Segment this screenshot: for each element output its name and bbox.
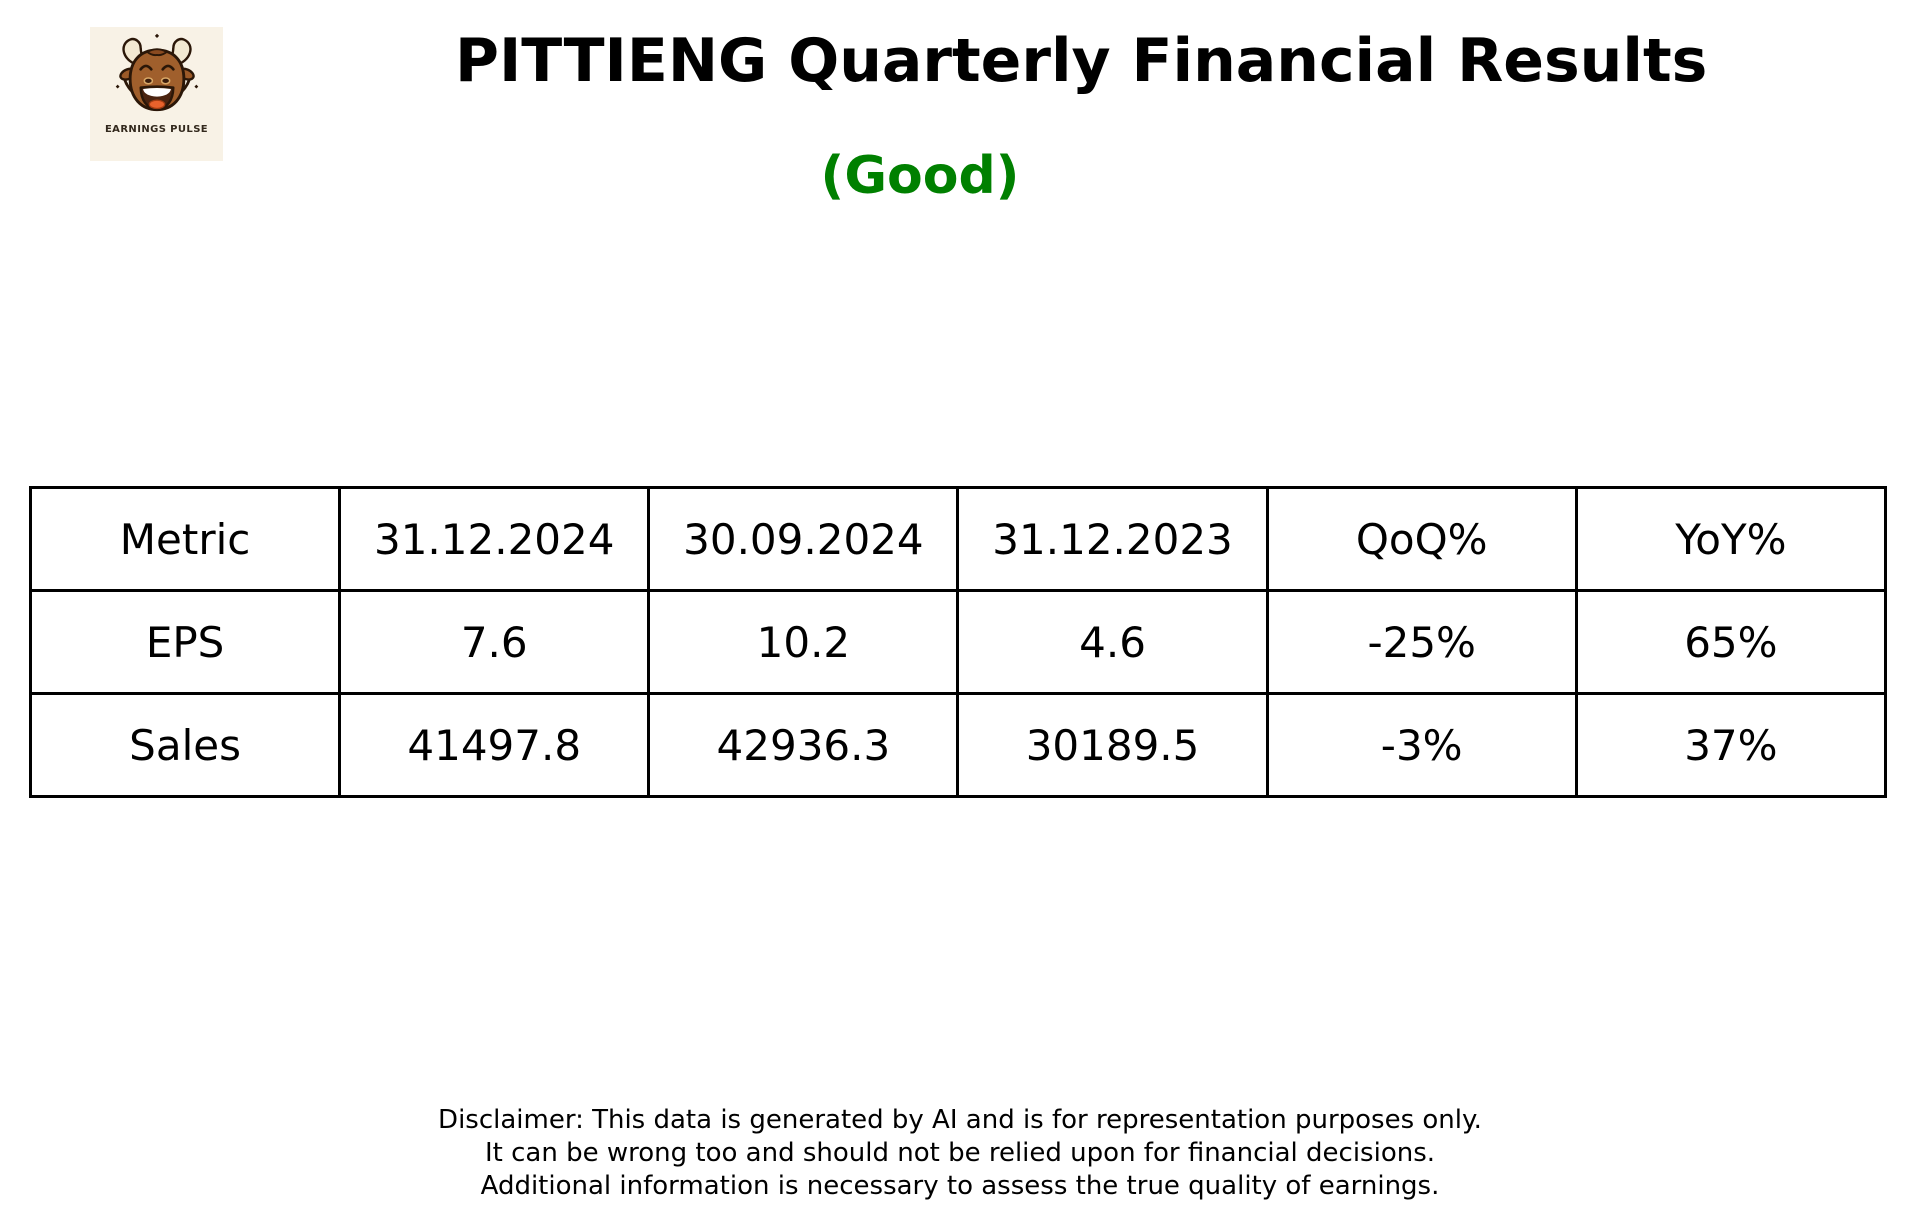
bull-icon bbox=[107, 27, 207, 125]
col-header-31-12-2023: 31.12.2023 bbox=[956, 486, 1269, 592]
col-header-30-09-2024: 30.09.2024 bbox=[647, 486, 960, 592]
col-header-metric: Metric bbox=[28, 486, 342, 592]
disclaimer-line-2: It can be wrong too and should not be re… bbox=[484, 1138, 1436, 1168]
earnings-pulse-logo: EARNINGS PULSE bbox=[90, 27, 223, 161]
col-header-yoy: YoY% bbox=[1574, 486, 1888, 592]
eps-yoy-cell: 65% bbox=[1574, 589, 1888, 695]
eps-q4-2024-cell: 7.6 bbox=[338, 589, 651, 695]
disclaimer-line-3: Additional information is necessary to a… bbox=[480, 1171, 1440, 1201]
quarterly-results-table: Metric 31.12.2024 30.09.2024 31.12.2023 … bbox=[28, 486, 1888, 798]
sales-yoy-cell: 37% bbox=[1574, 692, 1888, 798]
disclaimer-line-1: Disclaimer: This data is generated by AI… bbox=[438, 1105, 1482, 1135]
table-header-row: Metric 31.12.2024 30.09.2024 31.12.2023 … bbox=[28, 486, 1888, 592]
disclaimer: Disclaimer: This data is generated by AI… bbox=[385, 1104, 1535, 1203]
col-header-qoq: QoQ% bbox=[1265, 486, 1578, 592]
page-title: PITTIENG Quarterly Financial Results bbox=[455, 26, 1708, 96]
sales-q4-2024-cell: 41497.8 bbox=[338, 692, 651, 798]
eps-qoq-cell: -25% bbox=[1265, 589, 1578, 695]
eps-q3-2024-cell: 10.2 bbox=[647, 589, 960, 695]
col-header-31-12-2024: 31.12.2024 bbox=[338, 486, 651, 592]
eps-q4-2023-cell: 4.6 bbox=[956, 589, 1269, 695]
verdict-label: (Good) bbox=[820, 146, 1020, 206]
table-row-eps: EPS 7.6 10.2 4.6 -25% 65% bbox=[28, 589, 1888, 695]
table-row-sales: Sales 41497.8 42936.3 30189.5 -3% 37% bbox=[28, 692, 1888, 798]
sales-qoq-cell: -3% bbox=[1265, 692, 1578, 798]
sales-q3-2024-cell: 42936.3 bbox=[647, 692, 960, 798]
logo-wordmark: EARNINGS PULSE bbox=[104, 124, 209, 135]
sales-q4-2023-cell: 30189.5 bbox=[956, 692, 1269, 798]
sales-metric-cell: Sales bbox=[28, 692, 342, 798]
eps-metric-cell: EPS bbox=[28, 589, 342, 695]
